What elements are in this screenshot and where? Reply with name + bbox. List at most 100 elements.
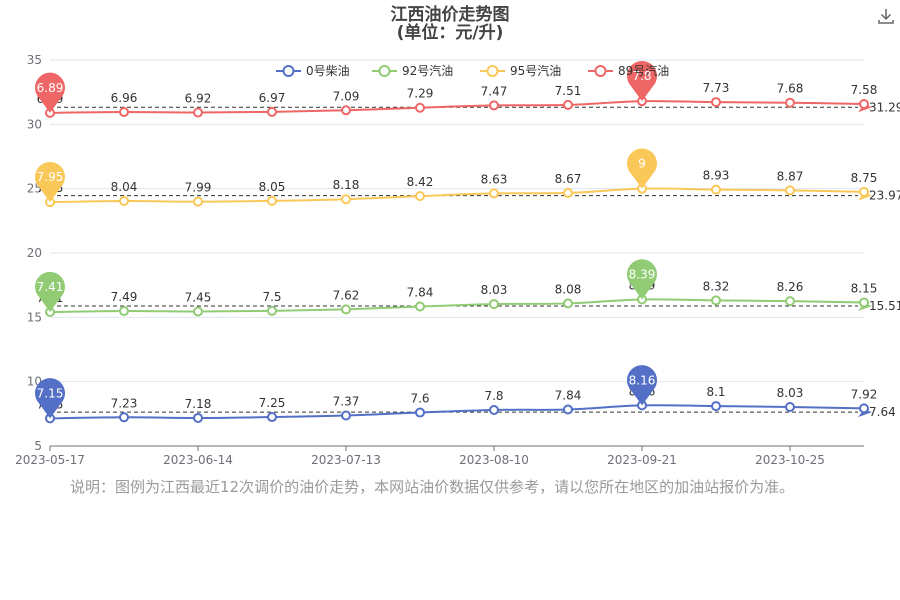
series-3-point[interactable] xyxy=(267,106,277,117)
series-2-min-marker: 7.95 xyxy=(35,161,65,203)
series-1-max-marker: 8.39 xyxy=(627,259,657,300)
series-3-point[interactable] xyxy=(563,99,573,110)
download-button[interactable] xyxy=(876,6,896,26)
series-0-data-label: 7.84 xyxy=(555,388,582,402)
legend-item-0[interactable]: 0号柴油 xyxy=(276,64,350,78)
series-0-max-marker-shape xyxy=(627,365,657,406)
chart-subtitle: (单位：元/升) xyxy=(397,22,504,43)
series-0-data-label: 8.03 xyxy=(777,386,804,400)
series-0-data-label: 8.1 xyxy=(706,385,725,399)
series-3-point[interactable] xyxy=(859,99,869,110)
series-3-data-label: 7.68 xyxy=(777,82,804,96)
series-1-point[interactable] xyxy=(859,297,869,308)
chart-title: 江西油价走势图 xyxy=(391,4,510,25)
series-3-data-label: 7.58 xyxy=(851,83,878,97)
series-2-data-label: 8.93 xyxy=(703,169,730,183)
series-3-min-marker-label: 6.89 xyxy=(37,81,64,95)
series-0-data-label: 7.25 xyxy=(259,396,286,410)
series-0-point[interactable] xyxy=(193,412,203,423)
series-1-min-marker: 7.41 xyxy=(35,271,65,313)
series-1-data-label: 8.08 xyxy=(555,282,582,296)
series-1-data-label: 7.5 xyxy=(262,290,281,304)
series-3-data-label: 7.73 xyxy=(703,81,730,95)
series-0-data-label: 7.6 xyxy=(410,392,429,406)
series-1-point[interactable] xyxy=(489,299,499,310)
series-1-min-marker-shape xyxy=(35,271,65,313)
y-tick-label: 35 xyxy=(27,53,42,67)
series-1-data-label: 8.32 xyxy=(703,279,730,293)
legend-label: 0号柴油 xyxy=(306,64,350,78)
series-2-point[interactable] xyxy=(563,187,573,198)
series-2-data-label: 8.42 xyxy=(407,175,434,189)
series-3-point[interactable] xyxy=(711,97,721,108)
series-0-average-label: 7.64 xyxy=(869,405,896,419)
series-3-data-label: 6.96 xyxy=(111,91,138,105)
series-2-point[interactable] xyxy=(785,185,795,196)
legend-item-1[interactable]: 92号汽油 xyxy=(372,63,453,78)
series-2-max-marker-shape xyxy=(627,148,657,189)
series-3-point[interactable] xyxy=(341,105,351,116)
x-tick-label: 2023-05-17 xyxy=(15,453,85,467)
x-tick-label: 2023-09-21 xyxy=(607,453,677,467)
series-2-data-label: 8.75 xyxy=(851,171,878,185)
series-1-point[interactable] xyxy=(119,306,129,317)
series-2-point[interactable] xyxy=(193,196,203,207)
legend-marker xyxy=(282,65,295,77)
series-1-data-label: 7.62 xyxy=(333,288,360,302)
legend-item-2[interactable]: 95号汽油 xyxy=(480,63,561,78)
series-1-average-label: 15.51 xyxy=(869,299,900,313)
series-2-max-marker-label: 9 xyxy=(638,157,646,171)
series-0-point[interactable] xyxy=(859,403,869,414)
series-2-point[interactable] xyxy=(489,188,499,199)
series-3-max-marker-shape xyxy=(627,60,657,102)
series-1-point[interactable] xyxy=(341,304,351,315)
series-2-point[interactable] xyxy=(859,186,869,197)
series-2-average-label: 23.97 xyxy=(869,189,900,203)
series-0-data-label: 7.92 xyxy=(851,387,878,401)
legend-label: 92号汽油 xyxy=(402,63,453,78)
y-tick-label: 30 xyxy=(27,117,42,131)
series-1-point[interactable] xyxy=(785,296,795,307)
series-1-point[interactable] xyxy=(711,295,721,306)
series-0-point[interactable] xyxy=(341,410,351,421)
series-0-point[interactable] xyxy=(711,401,721,412)
series-3-point[interactable] xyxy=(489,100,499,111)
series-3-point[interactable] xyxy=(785,97,795,108)
download-icon xyxy=(878,9,894,24)
series-1-point[interactable] xyxy=(563,298,573,309)
series-0-data-label: 7.18 xyxy=(185,397,212,411)
y-tick-label: 5 xyxy=(34,439,42,453)
series-0-max-marker-label: 8.16 xyxy=(629,373,656,387)
series-2-point[interactable] xyxy=(267,195,277,206)
series-3-data-label: 7.09 xyxy=(333,89,360,103)
series-0-point[interactable] xyxy=(119,412,129,423)
legend-item-3[interactable]: 89号汽油 xyxy=(588,63,669,78)
series-0-min-marker: 7.15 xyxy=(35,378,65,419)
series-0-point[interactable] xyxy=(489,404,499,415)
series-2-point[interactable] xyxy=(711,184,721,195)
series-1-point[interactable] xyxy=(267,305,277,316)
series-2-point[interactable] xyxy=(341,194,351,205)
series-0-point[interactable] xyxy=(415,407,425,418)
legend-label: 89号汽油 xyxy=(618,63,669,78)
series-1-data-label: 8.26 xyxy=(777,280,804,294)
series-3-data-label: 6.92 xyxy=(185,91,212,105)
series-2-data-label: 8.05 xyxy=(259,180,286,194)
series-2-point[interactable] xyxy=(119,196,129,207)
series-3-point[interactable] xyxy=(193,107,203,118)
series-3-point[interactable] xyxy=(119,106,129,117)
series-1-line xyxy=(49,298,865,314)
series-0-point[interactable] xyxy=(785,402,795,413)
series-0-point[interactable] xyxy=(267,412,277,423)
series-3-point[interactable] xyxy=(415,102,425,113)
series-2-max-marker: 9 xyxy=(627,148,657,189)
series-0-point[interactable] xyxy=(563,404,573,415)
series-2-point[interactable] xyxy=(415,191,425,202)
series-3-min-marker-shape xyxy=(35,72,65,113)
legend-marker xyxy=(378,65,391,77)
series-1-point[interactable] xyxy=(415,301,425,312)
legend-marker xyxy=(594,65,607,77)
series-0-min-marker-label: 7.15 xyxy=(37,386,64,400)
series-1-point[interactable] xyxy=(193,306,203,317)
